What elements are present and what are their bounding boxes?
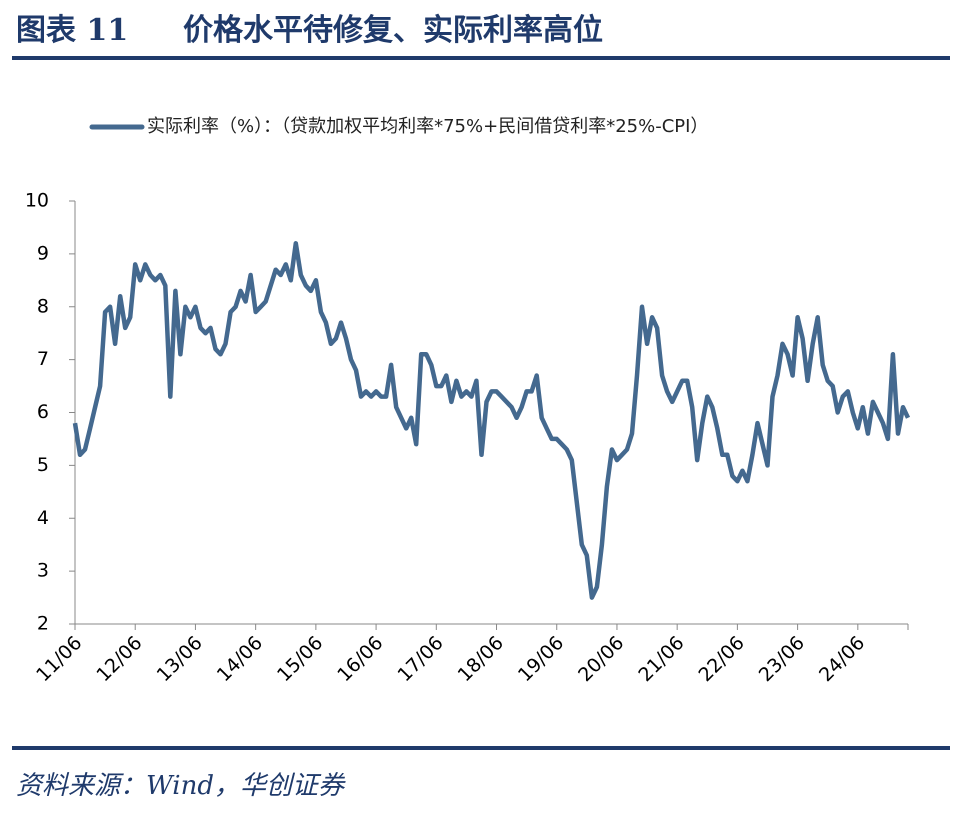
x-tick-label: 14/06 xyxy=(213,632,267,686)
x-tick-label: 24/06 xyxy=(815,632,869,686)
y-tick-label: 10 xyxy=(25,190,49,212)
y-tick-label: 5 xyxy=(37,454,49,476)
x-tick-label: 23/06 xyxy=(755,632,809,686)
footer-rule xyxy=(12,746,950,750)
y-tick-label: 8 xyxy=(37,295,49,317)
x-tick-label: 18/06 xyxy=(454,632,508,686)
x-tick-label: 12/06 xyxy=(92,632,146,686)
x-tick-label: 19/06 xyxy=(514,632,568,686)
x-tick-label: 20/06 xyxy=(574,632,628,686)
y-tick-label: 7 xyxy=(37,348,49,370)
figure-label: 图表 11 xyxy=(16,13,128,48)
y-tick-label: 2 xyxy=(37,613,49,635)
x-tick-label: 17/06 xyxy=(393,632,447,686)
y-tick-label: 3 xyxy=(37,560,49,582)
x-tick-label: 21/06 xyxy=(634,632,688,686)
x-tick-label: 11/06 xyxy=(32,632,86,686)
series-line xyxy=(72,241,911,600)
legend-label: 实际利率（%）：（贷款加权平均利率*75%+民间借贷利率*25%-CPI） xyxy=(147,116,708,137)
header-rule xyxy=(12,56,950,60)
x-tick-label: 22/06 xyxy=(695,632,749,686)
x-tick-label: 13/06 xyxy=(153,632,207,686)
y-tick-label: 4 xyxy=(37,507,49,529)
chart-title: 价格水平待修复、实际利率高位 xyxy=(183,13,603,48)
x-tick-label: 16/06 xyxy=(333,632,387,686)
y-tick-label: 6 xyxy=(37,401,49,423)
source: 资料来源：Wind，华创证券 xyxy=(16,771,346,801)
y-tick-label: 9 xyxy=(37,242,49,264)
x-tick-label: 15/06 xyxy=(273,632,327,686)
